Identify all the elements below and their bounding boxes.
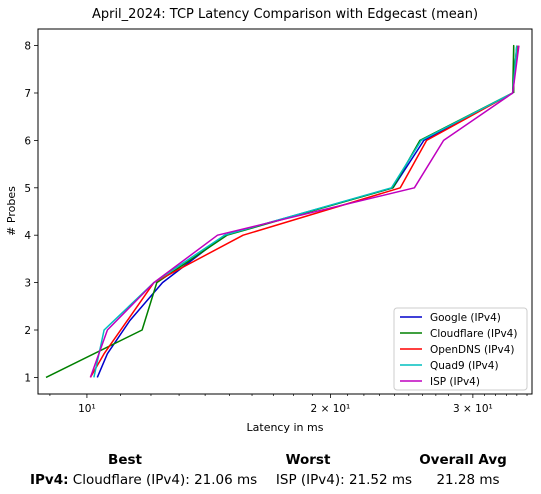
y-tick-label: 6 <box>24 135 31 147</box>
row-label: IPv4: <box>30 472 69 488</box>
y-tick-label: 5 <box>24 183 31 195</box>
chart-title: April_2024: TCP Latency Comparison with … <box>92 7 478 22</box>
y-tick-label: 4 <box>24 230 31 242</box>
latency-chart: April_2024: TCP Latency Comparison with … <box>5 7 533 434</box>
overall-avg-value: 21.28 ms <box>436 472 500 488</box>
series-line <box>45 44 515 379</box>
legend-box <box>393 307 528 391</box>
series-line <box>93 45 518 378</box>
legend-label: OpenDNS (IPv4) <box>430 344 515 356</box>
best-value: Cloudflare (IPv4): 21.06 ms <box>72 472 258 488</box>
best-header: Best <box>108 452 142 468</box>
legend-label: Google (IPv4) <box>430 312 501 324</box>
y-tick-label: 2 <box>24 325 31 337</box>
y-axis-label: # Probes <box>5 186 18 236</box>
overall-avg-header: Overall Avg <box>419 452 507 468</box>
x-axis-label: Latency in ms <box>247 421 324 434</box>
x-tick-label: 2 × 10¹ <box>311 403 351 415</box>
worst-header: Worst <box>285 452 331 468</box>
series-line <box>89 45 520 378</box>
x-tick-label: 10¹ <box>78 403 96 415</box>
summary-table: Best Worst Overall Avg IPv4: Cloudflare … <box>0 445 541 494</box>
legend: Google (IPv4) Cloudflare (IPv4) OpenDNS (I… <box>393 307 528 391</box>
plot-frame <box>37 28 533 395</box>
row-label-text: IPv4 <box>30 472 64 488</box>
worst-value: ISP (IPv4): 21.52 ms <box>275 472 413 488</box>
y-tick-label: 1 <box>24 372 31 384</box>
axis-ticks: 10¹ 2 × 10¹ 3 × 10¹ 1 2 3 4 5 6 7 8 <box>24 41 528 415</box>
y-tick-label: 8 <box>24 41 31 53</box>
legend-label: Quad9 (IPv4) <box>430 360 499 372</box>
y-tick-label: 3 <box>24 278 31 290</box>
series-layer <box>45 44 520 379</box>
legend-label: ISP (IPv4) <box>430 376 480 388</box>
legend-label: Cloudflare (IPv4) <box>430 328 517 340</box>
x-tick-label: 3 × 10¹ <box>453 403 493 415</box>
y-tick-label: 7 <box>24 88 31 100</box>
